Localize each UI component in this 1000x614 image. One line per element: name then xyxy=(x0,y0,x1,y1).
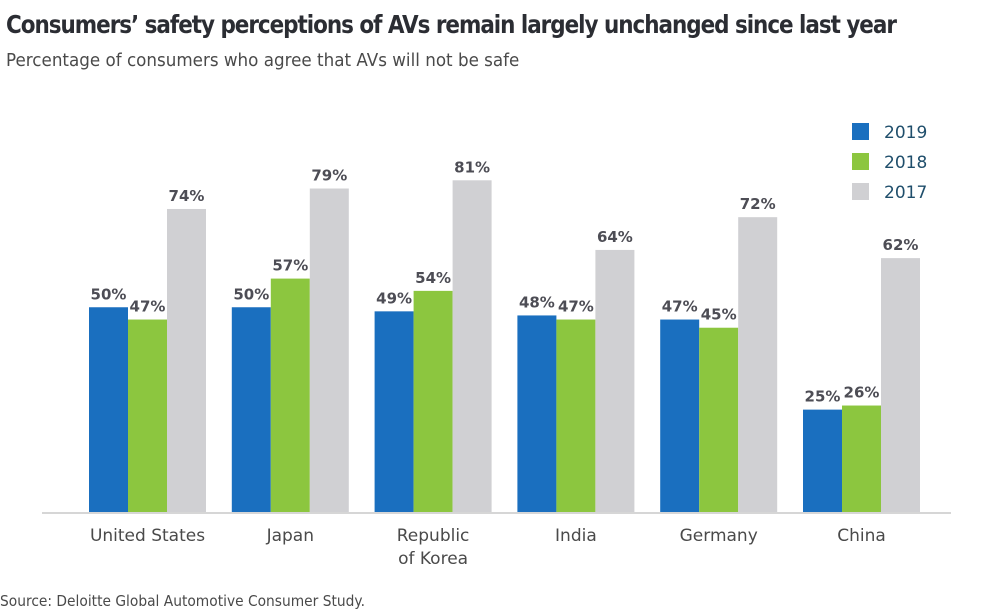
bar-united-states-2019 xyxy=(89,307,128,512)
category-label-japan: Japan xyxy=(266,526,314,546)
value-label-china-2019: 25% xyxy=(805,388,841,406)
bar-japan-2018 xyxy=(270,278,310,512)
value-label-germany-2019: 47% xyxy=(662,298,698,316)
value-label-china-2017: 62% xyxy=(883,236,919,254)
bar-china-2019 xyxy=(803,409,842,512)
legend-swatch-2019 xyxy=(852,123,869,140)
value-label-republic-of-korea-2017: 81% xyxy=(454,158,490,176)
value-label-india-2017: 64% xyxy=(597,228,633,246)
value-label-germany-2018: 45% xyxy=(701,306,737,324)
legend-label-2018: 2018 xyxy=(884,153,927,173)
bar-china-2017 xyxy=(881,258,920,512)
value-label-republic-of-korea-2019: 49% xyxy=(376,289,412,307)
bar-china-2018 xyxy=(842,405,881,512)
bar-japan-2017 xyxy=(309,188,349,512)
legend-label-2019: 2019 xyxy=(884,123,927,143)
bar-germany-2019 xyxy=(660,319,700,512)
category-label-germany: Germany xyxy=(680,526,758,546)
bar-india-2019 xyxy=(517,315,557,512)
value-label-germany-2017: 72% xyxy=(740,195,776,213)
value-labels-layer: 50%47%74%50%57%79%49%54%81%48% 47%64%47% 4… xyxy=(91,158,919,405)
value-label-china-2018: 26% xyxy=(844,384,880,402)
value-label-japan-2018: 57% xyxy=(272,257,308,275)
value-label-republic-of-korea-2018: 54% xyxy=(415,269,451,287)
chart-title: Consumers’ safety perceptions of AVs rem… xyxy=(6,10,897,39)
bar-republic-of-korea-2017 xyxy=(452,180,492,512)
value-label-united-states-2019: 50% xyxy=(91,285,127,303)
value-label-india-2019: 48% xyxy=(519,293,555,311)
value-label-united-states-2017: 74% xyxy=(169,187,205,205)
value-label-india-2018: 47% xyxy=(558,298,594,316)
value-label-united-states-2018: 47% xyxy=(130,298,166,316)
bar-germany-2017 xyxy=(738,217,778,512)
bar-republic-of-korea-2019 xyxy=(374,311,414,512)
bar-india-2018 xyxy=(556,319,596,512)
legend-label-2017: 2017 xyxy=(884,183,927,203)
category-labels-layer: United States Japan Republic of Korea India G… xyxy=(90,526,886,569)
legend-swatch-2017 xyxy=(852,183,869,200)
bar-united-states-2018 xyxy=(128,319,167,512)
value-label-japan-2019: 50% xyxy=(233,285,269,303)
category-label-republic-of-korea: Republic of Korea xyxy=(397,526,470,569)
bar-india-2017 xyxy=(595,249,635,513)
value-label-japan-2017: 79% xyxy=(311,166,347,184)
chart-subtitle: Percentage of consumers who agree that A… xyxy=(6,50,520,71)
bar-japan-2019 xyxy=(231,307,271,512)
legend-swatch-2018 xyxy=(852,153,869,170)
legend: 2019 2018 2017 xyxy=(852,123,927,203)
category-label-china: China xyxy=(837,526,886,546)
bar-united-states-2017 xyxy=(167,208,206,512)
bar-germany-2018 xyxy=(699,327,739,512)
bar-republic-of-korea-2018 xyxy=(413,290,453,512)
source-note: Source: Deloitte Global Automotive Consu… xyxy=(0,592,366,610)
category-label-india: India xyxy=(555,526,597,546)
category-label-united-states: United States xyxy=(90,526,205,546)
bars-layer xyxy=(89,180,920,513)
